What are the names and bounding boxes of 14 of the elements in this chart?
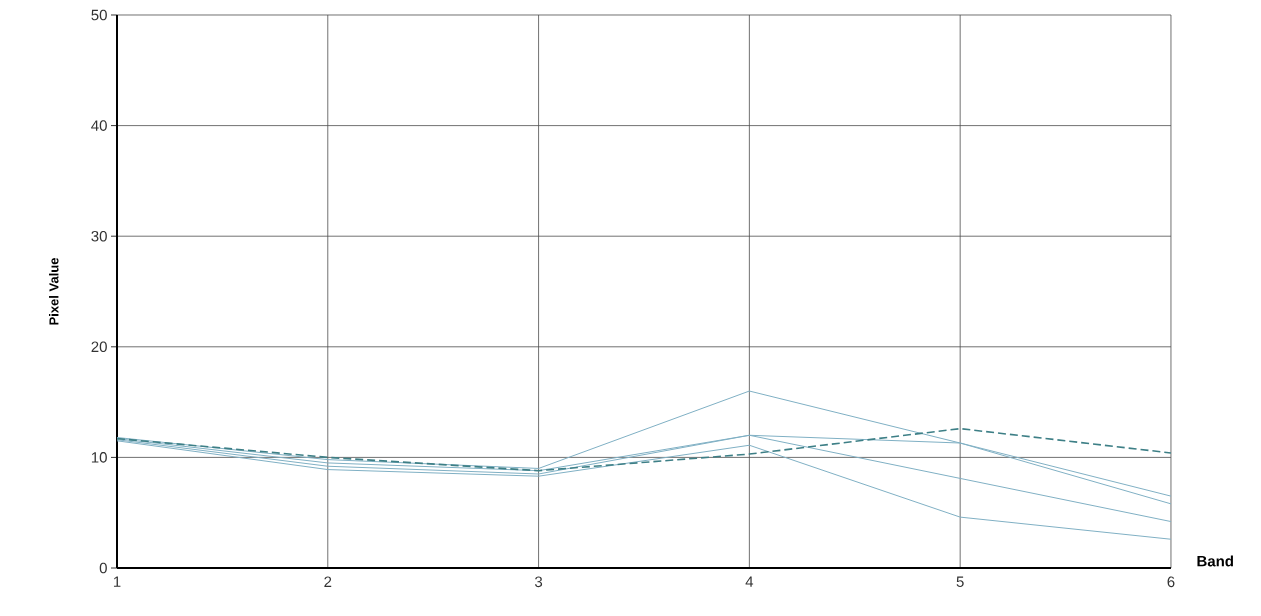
x-tick-label: 3 bbox=[534, 576, 543, 588]
y-tick-label: 20 bbox=[91, 341, 107, 353]
y-tick-label: 40 bbox=[91, 120, 107, 131]
y-axis-title: Pixel Value bbox=[48, 257, 59, 325]
x-tick-label: 5 bbox=[956, 576, 964, 587]
y-tick-label: 30 bbox=[91, 230, 107, 242]
y-tick-label: 10 bbox=[91, 452, 107, 463]
x-tick-label: 6 bbox=[1167, 576, 1175, 588]
y-tick-label: 50 bbox=[91, 9, 107, 21]
y-tick-label: 0 bbox=[99, 562, 107, 574]
x-tick-label: 1 bbox=[113, 576, 121, 587]
x-axis-title: Band bbox=[1197, 555, 1233, 567]
x-tick-label: 2 bbox=[324, 576, 332, 587]
x-tick-label: 4 bbox=[745, 576, 754, 587]
